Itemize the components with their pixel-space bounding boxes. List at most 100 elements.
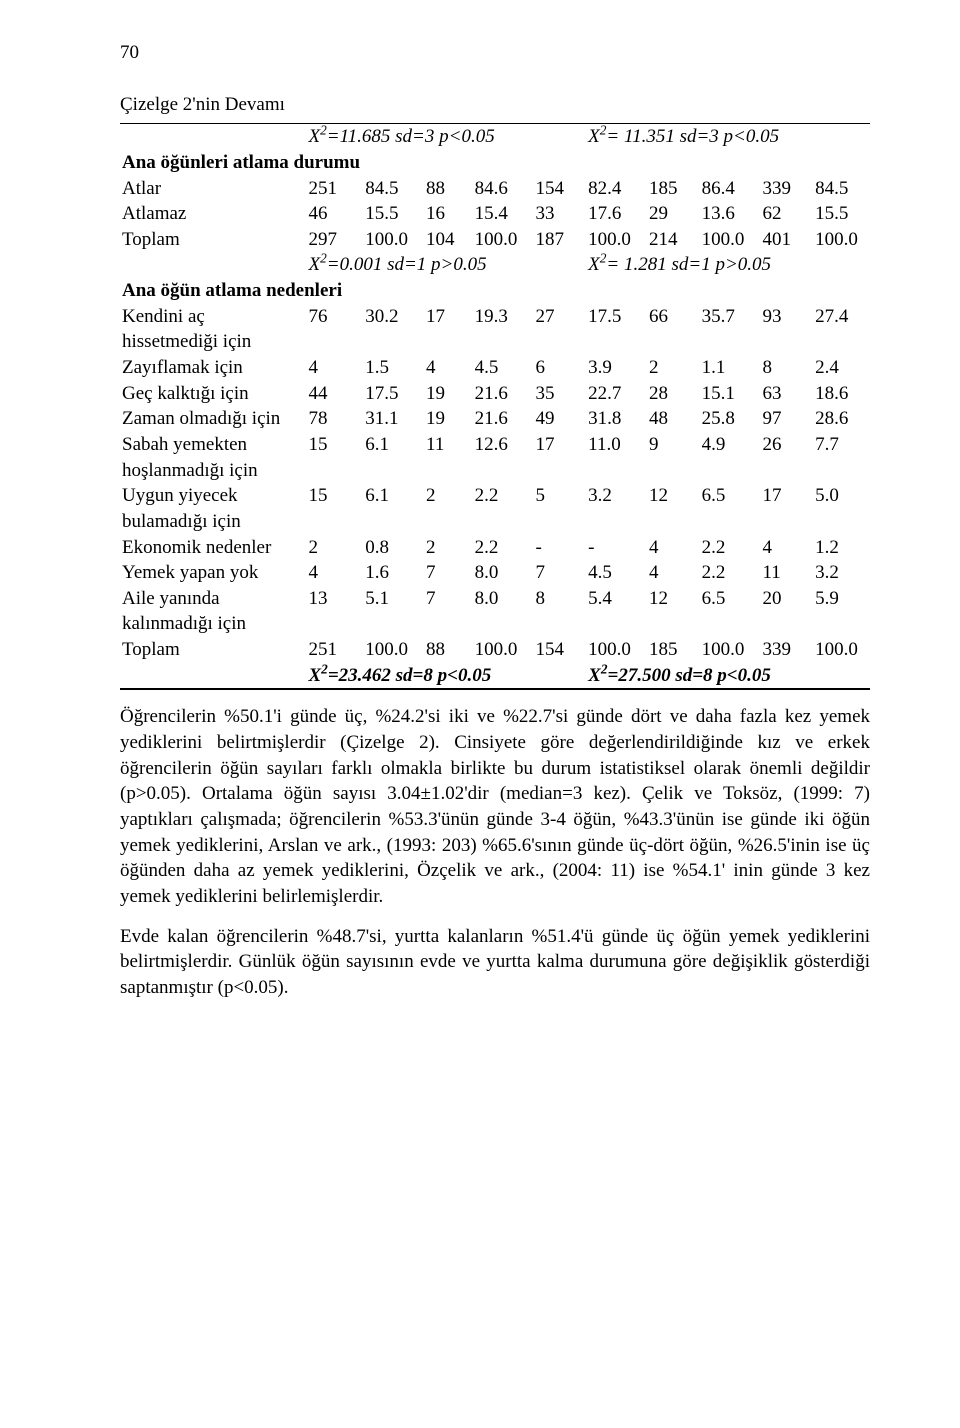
cell: 9	[647, 432, 700, 483]
cell: 17	[760, 483, 813, 534]
stat-right: X2=27.500 sd=8 p<0.05	[586, 663, 870, 689]
table-row: Sabah yemekten hoşlanmadığı için156.1111…	[120, 432, 870, 483]
section-heading-label: Ana öğünleri atlama durumu	[120, 150, 870, 176]
row-label: Sabah yemekten hoşlanmadığı için	[120, 432, 306, 483]
cell: 84.5	[363, 176, 424, 202]
cell: 21.6	[473, 406, 534, 432]
cell: -	[586, 535, 647, 561]
data-table: X2=11.685 sd=3 p<0.05X2= 11.351 sd=3 p<0…	[120, 124, 870, 688]
table-row: Zaman olmadığı için7831.11921.64931.8482…	[120, 406, 870, 432]
stat-row: X2=0.001 sd=1 p>0.05X2= 1.281 sd=1 p>0.0…	[120, 252, 870, 278]
cell: 100.0	[363, 227, 424, 253]
cell: 76	[306, 304, 363, 355]
cell: 19	[424, 406, 473, 432]
cell: 2.2	[700, 535, 761, 561]
cell: 31.1	[363, 406, 424, 432]
cell: 6	[533, 355, 586, 381]
row-label: Ekonomik nedenler	[120, 535, 306, 561]
row-label: Aile yanında kalınmadığı için	[120, 586, 306, 637]
row-label: Toplam	[120, 227, 306, 253]
cell: 187	[533, 227, 586, 253]
cell: 5.4	[586, 586, 647, 637]
cell: 28	[647, 381, 700, 407]
cell: 44	[306, 381, 363, 407]
stat-spacer	[120, 124, 306, 150]
cell: 100.0	[363, 637, 424, 663]
cell: 4	[647, 560, 700, 586]
cell: 17.5	[363, 381, 424, 407]
cell: 84.6	[473, 176, 534, 202]
table-row: Aile yanında kalınmadığı için135.178.085…	[120, 586, 870, 637]
cell: 100.0	[586, 227, 647, 253]
cell: 6.1	[363, 432, 424, 483]
cell: 88	[424, 637, 473, 663]
cell: 7	[424, 586, 473, 637]
cell: 7	[424, 560, 473, 586]
page-container: 70 Çizelge 2'nin Devamı X2=11.685 sd=3 p…	[0, 0, 960, 1040]
cell: 4	[760, 535, 813, 561]
cell: 6.5	[700, 483, 761, 534]
cell: 12	[647, 586, 700, 637]
cell: 100.0	[473, 637, 534, 663]
cell: 4.5	[586, 560, 647, 586]
cell: 2.2	[473, 483, 534, 534]
cell: 21.6	[473, 381, 534, 407]
table-row: Geç kalktığı için4417.51921.63522.72815.…	[120, 381, 870, 407]
cell: 1.6	[363, 560, 424, 586]
cell: 15	[306, 483, 363, 534]
cell: 86.4	[700, 176, 761, 202]
cell: 93	[760, 304, 813, 355]
table-row: Zayıflamak için41.544.563.921.182.4	[120, 355, 870, 381]
page-number: 70	[120, 40, 870, 66]
section-heading: Ana öğünleri atlama durumu	[120, 150, 870, 176]
cell: 28.6	[813, 406, 870, 432]
cell: 3.9	[586, 355, 647, 381]
cell: 82.4	[586, 176, 647, 202]
cell: 1.2	[813, 535, 870, 561]
cell: 30.2	[363, 304, 424, 355]
cell: 2	[647, 355, 700, 381]
cell: 27.4	[813, 304, 870, 355]
stat-spacer	[120, 663, 306, 689]
cell: 78	[306, 406, 363, 432]
cell: 8	[533, 586, 586, 637]
table-row: Atlamaz4615.51615.43317.62913.66215.5	[120, 201, 870, 227]
cell: 100.0	[700, 227, 761, 253]
paragraph-1: Öğrencilerin %50.1'i günde üç, %24.2'si …	[120, 704, 870, 909]
cell: 1.5	[363, 355, 424, 381]
cell: 35.7	[700, 304, 761, 355]
cell: 6.1	[363, 483, 424, 534]
cell: 2	[424, 483, 473, 534]
cell: 8.0	[473, 560, 534, 586]
cell: 12	[647, 483, 700, 534]
row-label: Yemek yapan yok	[120, 560, 306, 586]
cell: 29	[647, 201, 700, 227]
cell: 8.0	[473, 586, 534, 637]
cell: 22.7	[586, 381, 647, 407]
cell: 62	[760, 201, 813, 227]
row-label: Uygun yiyecek bulamadığı için	[120, 483, 306, 534]
cell: 297	[306, 227, 363, 253]
cell: 11	[760, 560, 813, 586]
cell: 4	[306, 355, 363, 381]
cell: 3.2	[813, 560, 870, 586]
cell: 4	[306, 560, 363, 586]
cell: 0.8	[363, 535, 424, 561]
cell: 20	[760, 586, 813, 637]
cell: 3.2	[586, 483, 647, 534]
cell: 6.5	[700, 586, 761, 637]
cell: 104	[424, 227, 473, 253]
cell: 25.8	[700, 406, 761, 432]
cell: 48	[647, 406, 700, 432]
cell: 7.7	[813, 432, 870, 483]
bottom-rule	[120, 688, 870, 690]
cell: 17	[424, 304, 473, 355]
cell: 2.4	[813, 355, 870, 381]
cell: 401	[760, 227, 813, 253]
row-label: Atlamaz	[120, 201, 306, 227]
table-title: Çizelge 2'nin Devamı	[120, 92, 870, 118]
cell: 26	[760, 432, 813, 483]
table-row: Toplam297100.0104100.0187100.0214100.040…	[120, 227, 870, 253]
stat-left: X2=23.462 sd=8 p<0.05	[306, 663, 586, 689]
cell: 46	[306, 201, 363, 227]
